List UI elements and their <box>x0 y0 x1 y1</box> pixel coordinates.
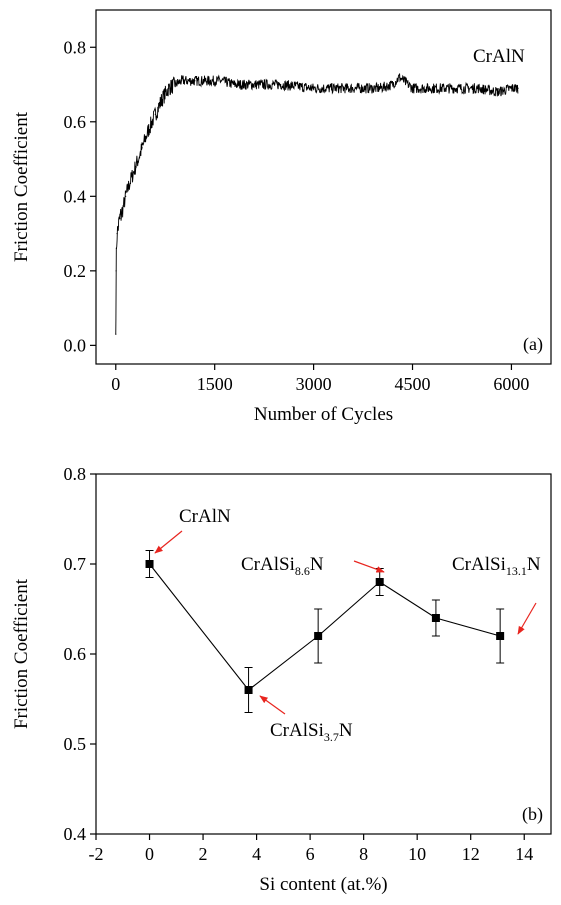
data-point <box>134 165 137 168</box>
y-tick-label: 0.8 <box>64 37 87 57</box>
y-tick-label: 0.6 <box>64 112 87 132</box>
data-point-marker <box>244 686 253 694</box>
y-tick-label: 0.7 <box>64 554 87 574</box>
x-axis-title: Si content (at.%) <box>259 874 387 895</box>
x-tick-label: 0 <box>145 844 154 864</box>
data-point <box>141 147 143 149</box>
x-tick-label: 0 <box>111 374 120 394</box>
annotation-main: CrAlSi <box>241 554 295 575</box>
y-tick-label: 0.4 <box>64 186 87 206</box>
series-line <box>149 563 501 691</box>
x-tick-label: 4 <box>252 844 261 864</box>
data-point <box>174 83 176 86</box>
data-point <box>220 80 222 82</box>
chart-panel-b: -2 0 2 4 6 8 10 12 14 0.4 0.5 0.6 0.7 0.8 Si content (… <box>11 464 552 895</box>
annotation-arrow <box>259 695 286 715</box>
chart-panel-a: 0 1500 3000 4500 6000 0.0 0.2 0.4 0.6 0.8 Number o… <box>11 9 552 425</box>
annotation-arrow <box>517 602 537 635</box>
data-point <box>161 98 163 101</box>
data-point <box>119 218 121 220</box>
data-point-marker <box>375 578 384 586</box>
y-axis-title: Friction Coefficient <box>11 578 32 729</box>
data-point <box>128 184 130 186</box>
panel-label: (a) <box>523 334 543 355</box>
plot-frame <box>95 473 552 835</box>
annotation-label: CrAlSi3.7N <box>270 720 353 744</box>
annotation-main: CrAlSi <box>270 720 324 741</box>
data-point <box>517 87 519 89</box>
data-point <box>121 210 123 212</box>
y-tick-label: 0.5 <box>64 734 87 754</box>
data-point <box>392 83 394 86</box>
data-point <box>398 76 400 78</box>
x-tick-label: 2 <box>199 844 208 864</box>
x-tick-label: 14 <box>515 844 533 864</box>
y-tick-label: 0.2 <box>64 261 87 281</box>
x-tick-label: 4500 <box>395 374 431 394</box>
data-point <box>497 91 499 93</box>
data-point <box>194 80 196 82</box>
panel-label: (b) <box>522 804 543 825</box>
annotation-main: CrAlN <box>179 506 231 527</box>
x-tick-label: 10 <box>408 844 426 864</box>
x-tick-label: 6000 <box>493 374 529 394</box>
annotation-tail: N <box>310 554 324 575</box>
data-point <box>477 87 480 89</box>
data-point <box>378 87 381 89</box>
y-axis-title: Friction Coefficient <box>11 111 32 262</box>
data-point <box>444 87 447 89</box>
data-point <box>167 87 170 89</box>
data-point <box>207 80 209 82</box>
data-point <box>313 87 315 89</box>
y-tick-label: 0.4 <box>64 824 87 844</box>
annotation-subscript: 3.7 <box>324 730 339 744</box>
data-point <box>116 232 118 235</box>
data-point <box>247 83 249 86</box>
x-tick-label: 3000 <box>296 374 332 394</box>
data-point <box>154 113 156 115</box>
annotation-subscript: 8.6 <box>295 564 310 578</box>
x-tick-label: 8 <box>359 844 368 864</box>
data-point <box>148 128 150 130</box>
data-point <box>280 83 282 86</box>
x-tick-label: -2 <box>89 844 104 864</box>
data-point-marker <box>431 614 440 622</box>
annotation-tail: N <box>527 554 541 575</box>
data-point-marker <box>145 560 154 568</box>
data-point <box>181 80 183 82</box>
annotation-subscript: 13.1 <box>506 564 527 578</box>
x-axis-title: Number of Cycles <box>254 404 393 425</box>
plot-frame <box>95 9 552 365</box>
annotation-label: CrAlN <box>179 506 231 527</box>
data-point <box>345 87 348 89</box>
series-line-crain <box>115 73 519 335</box>
x-tick-label: 12 <box>462 844 480 864</box>
annotation-label: CrAlSi8.6N <box>241 554 324 578</box>
data-point <box>411 87 414 89</box>
y-tick-label: 0.6 <box>64 644 87 664</box>
data-point <box>233 83 236 86</box>
annotation-tail: N <box>339 720 353 741</box>
annotation-main: CrAlSi <box>452 554 506 575</box>
y-tick-label: 0.0 <box>64 335 87 355</box>
y-tick-label: 0.8 <box>64 464 87 484</box>
x-tick-label: 1500 <box>197 374 233 394</box>
data-point <box>117 225 120 227</box>
data-point-marker <box>496 632 505 640</box>
data-point <box>115 333 117 335</box>
data-point <box>510 87 513 89</box>
data-point <box>187 80 189 82</box>
data-point-marker <box>314 632 323 640</box>
annotation-arrow <box>353 560 385 573</box>
series-label-crain: CrAlN <box>473 46 525 67</box>
data-point <box>115 247 118 250</box>
data-point <box>115 270 117 272</box>
annotation-label: CrAlSi13.1N <box>452 554 541 578</box>
annotation-arrow <box>154 530 183 554</box>
x-tick-label: 6 <box>306 844 315 864</box>
data-point <box>125 195 127 197</box>
